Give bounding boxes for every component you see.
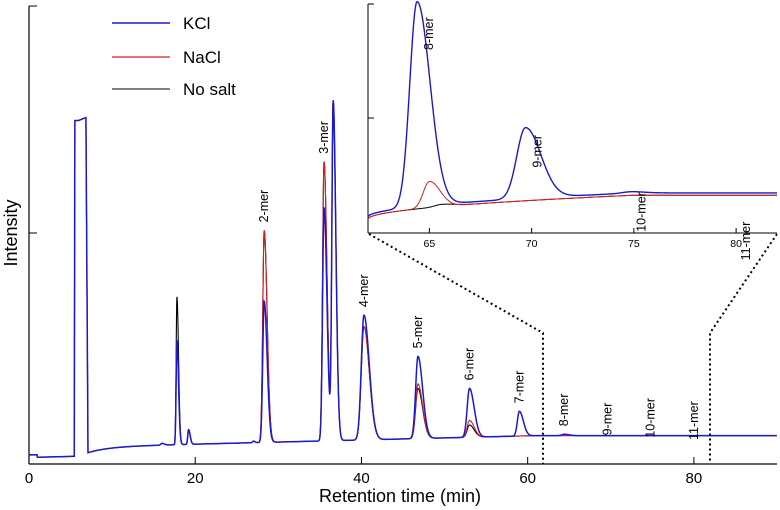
zoom-connector-left [368, 233, 544, 464]
inset-peak-label-9-mer: 9-mer [530, 135, 544, 168]
x-tick-label-20: 20 [187, 470, 204, 487]
main-peak-labels: 2-mer 3-mer 4-mer 5-mer 6-mer 7-mer 8-mer 9-mer… [257, 121, 701, 440]
legend: KCl NaCl No salt [112, 14, 236, 99]
peak-label-3-mer: 3-mer [317, 121, 331, 154]
inset-x-tick-label-80: 80 [730, 238, 742, 250]
peak-label-9-mer: 9-mer [600, 403, 614, 436]
legend-item-nacl: NaCl [112, 48, 221, 67]
inset-peak-label-11-mer: 11-mer [739, 222, 753, 261]
inset-x-axis-ticks [428, 228, 737, 233]
peak-label-8-mer: 8-mer [557, 394, 571, 427]
zoom-connector-right [709, 233, 778, 464]
inset-x-tick-label-70: 70 [526, 238, 538, 250]
peak-label-4-mer: 4-mer [357, 274, 371, 307]
x-tick-label-0: 0 [25, 470, 33, 487]
legend-label-no-salt: No salt [183, 80, 236, 99]
x-axis-ticks [28, 457, 695, 464]
y-axis-title: Intensity [1, 199, 21, 266]
inset-x-tick-label-65: 65 [424, 238, 436, 250]
peak-label-6-mer: 6-mer [462, 348, 476, 381]
x-tick-label-60: 60 [519, 470, 536, 487]
trace-kcl [29, 100, 777, 458]
legend-item-no-salt: No salt [112, 80, 236, 99]
inset-x-tick-label-75: 75 [628, 238, 640, 250]
legend-label-nacl: NaCl [183, 48, 221, 67]
zoom-connectors [368, 233, 778, 464]
inset-plot: 65 70 75 80 8-mer 9-mer 10-mer 11-mer [367, 0, 777, 260]
peak-label-10-mer: 10-mer [644, 398, 658, 438]
inset-peak-label-10-mer: 10-mer [635, 192, 649, 232]
legend-item-kcl: KCl [112, 14, 210, 33]
peak-label-2-mer: 2-mer [257, 190, 271, 223]
x-tick-label-40: 40 [353, 470, 370, 487]
inset-trace-kcl [367, 0, 777, 218]
inset-peak-label-8-mer: 8-mer [422, 17, 436, 50]
inset-trace-nacl [367, 180, 777, 220]
inset-x-axis-tick-labels: 65 70 75 80 [424, 238, 743, 250]
x-tick-label-80: 80 [686, 470, 703, 487]
inset-peak-labels: 8-mer 9-mer 10-mer 11-mer [422, 17, 753, 260]
legend-label-kcl: KCl [183, 14, 210, 33]
peak-label-11-mer: 11-mer [687, 401, 701, 440]
inset-traces [367, 0, 777, 220]
main-plot-area: 0 20 40 60 80 Retention time (min) Intensity [1, 5, 777, 506]
x-axis-title: Retention time (min) [319, 486, 481, 506]
main-traces [29, 99, 777, 458]
peak-label-5-mer: 5-mer [411, 316, 425, 349]
peak-label-7-mer: 7-mer [512, 371, 526, 404]
x-axis-tick-labels: 0 20 40 60 80 [25, 470, 702, 487]
